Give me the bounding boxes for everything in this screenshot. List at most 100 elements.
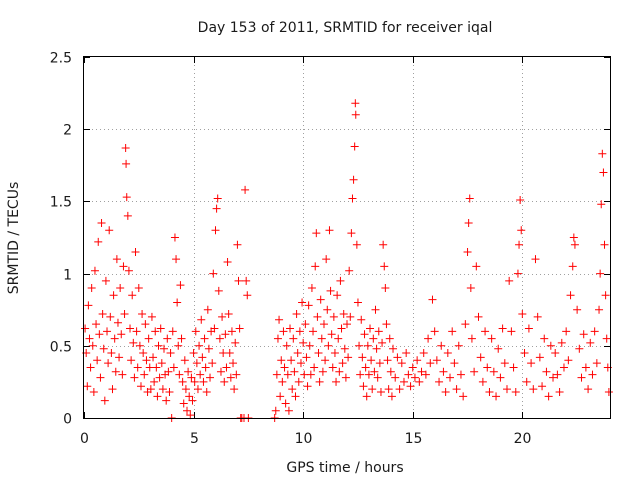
data-point bbox=[355, 341, 364, 350]
data-point bbox=[588, 370, 597, 379]
data-point bbox=[242, 276, 251, 285]
data-point bbox=[538, 382, 547, 391]
data-point bbox=[443, 349, 452, 358]
data-point bbox=[159, 344, 168, 353]
y-tick-label: 2.5 bbox=[50, 51, 72, 67]
data-point bbox=[568, 262, 577, 271]
data-point bbox=[165, 388, 174, 397]
data-point bbox=[375, 359, 384, 368]
data-point bbox=[202, 388, 211, 397]
data-point bbox=[196, 370, 205, 379]
data-point bbox=[206, 373, 215, 382]
data-point bbox=[83, 382, 92, 391]
data-point bbox=[520, 349, 529, 358]
data-point bbox=[360, 330, 369, 339]
data-point bbox=[379, 240, 388, 249]
data-point bbox=[225, 349, 234, 358]
data-point bbox=[212, 204, 221, 213]
data-point bbox=[291, 392, 300, 401]
data-point bbox=[109, 291, 118, 300]
data-point bbox=[214, 286, 223, 295]
data-point bbox=[304, 301, 313, 310]
data-point bbox=[201, 363, 210, 372]
data-point bbox=[481, 327, 490, 336]
data-point bbox=[282, 341, 291, 350]
data-point bbox=[359, 382, 368, 391]
data-point bbox=[81, 324, 90, 333]
data-point bbox=[139, 349, 148, 358]
data-point bbox=[535, 353, 544, 362]
data-point bbox=[130, 373, 139, 382]
data-point bbox=[463, 247, 472, 256]
data-point bbox=[133, 363, 142, 372]
data-point bbox=[174, 341, 183, 350]
data-point bbox=[230, 385, 239, 394]
data-point bbox=[164, 367, 173, 376]
data-point bbox=[181, 385, 190, 394]
data-point bbox=[87, 284, 96, 293]
data-point bbox=[555, 388, 564, 397]
data-point bbox=[485, 388, 494, 397]
data-point bbox=[215, 334, 224, 343]
data-point bbox=[90, 266, 99, 275]
data-point bbox=[199, 377, 208, 386]
data-point bbox=[577, 373, 586, 382]
data-point bbox=[306, 370, 315, 379]
data-point bbox=[492, 392, 501, 401]
data-point bbox=[511, 388, 520, 397]
data-point bbox=[428, 295, 437, 304]
data-point bbox=[105, 226, 114, 235]
data-point bbox=[296, 359, 305, 368]
data-point bbox=[113, 318, 122, 327]
data-point bbox=[498, 324, 507, 333]
data-point bbox=[112, 255, 121, 264]
data-point bbox=[93, 356, 102, 365]
data-point bbox=[397, 359, 406, 368]
data-point bbox=[599, 168, 608, 177]
data-point bbox=[459, 392, 468, 401]
y-tick-label: 0 bbox=[63, 412, 72, 428]
data-point bbox=[406, 382, 415, 391]
data-point bbox=[279, 327, 288, 336]
data-point bbox=[437, 341, 446, 350]
data-point bbox=[129, 338, 138, 347]
data-point bbox=[177, 334, 186, 343]
data-point bbox=[127, 356, 136, 365]
data-point bbox=[323, 305, 332, 314]
data-point bbox=[586, 338, 595, 347]
data-point bbox=[220, 377, 229, 386]
data-point bbox=[337, 324, 346, 333]
data-point bbox=[562, 327, 571, 336]
data-point bbox=[557, 338, 566, 347]
data-point bbox=[305, 341, 314, 350]
data-point bbox=[516, 195, 525, 204]
data-point bbox=[446, 373, 455, 382]
data-point bbox=[284, 406, 293, 415]
data-point bbox=[178, 377, 187, 386]
data-point bbox=[353, 298, 362, 307]
data-point bbox=[319, 320, 328, 329]
data-point bbox=[467, 334, 476, 343]
data-point bbox=[432, 356, 441, 365]
data-point bbox=[146, 385, 155, 394]
data-point bbox=[286, 324, 295, 333]
data-point bbox=[110, 334, 119, 343]
data-point bbox=[99, 344, 108, 353]
data-point bbox=[172, 255, 181, 264]
data-point bbox=[136, 382, 145, 391]
data-point bbox=[98, 310, 107, 319]
y-axis-label: SRMTID / TECUs bbox=[6, 182, 22, 295]
data-point bbox=[321, 356, 330, 365]
data-point bbox=[170, 233, 179, 242]
data-point bbox=[292, 310, 301, 319]
data-point bbox=[369, 334, 378, 343]
data-point bbox=[294, 377, 303, 386]
data-point bbox=[203, 305, 212, 314]
data-point bbox=[187, 373, 196, 382]
data-point bbox=[566, 291, 575, 300]
x-axis-label: GPS time / hours bbox=[286, 460, 403, 476]
data-point bbox=[415, 377, 424, 386]
data-point bbox=[149, 353, 158, 362]
data-point bbox=[92, 320, 101, 329]
data-point bbox=[222, 363, 231, 372]
